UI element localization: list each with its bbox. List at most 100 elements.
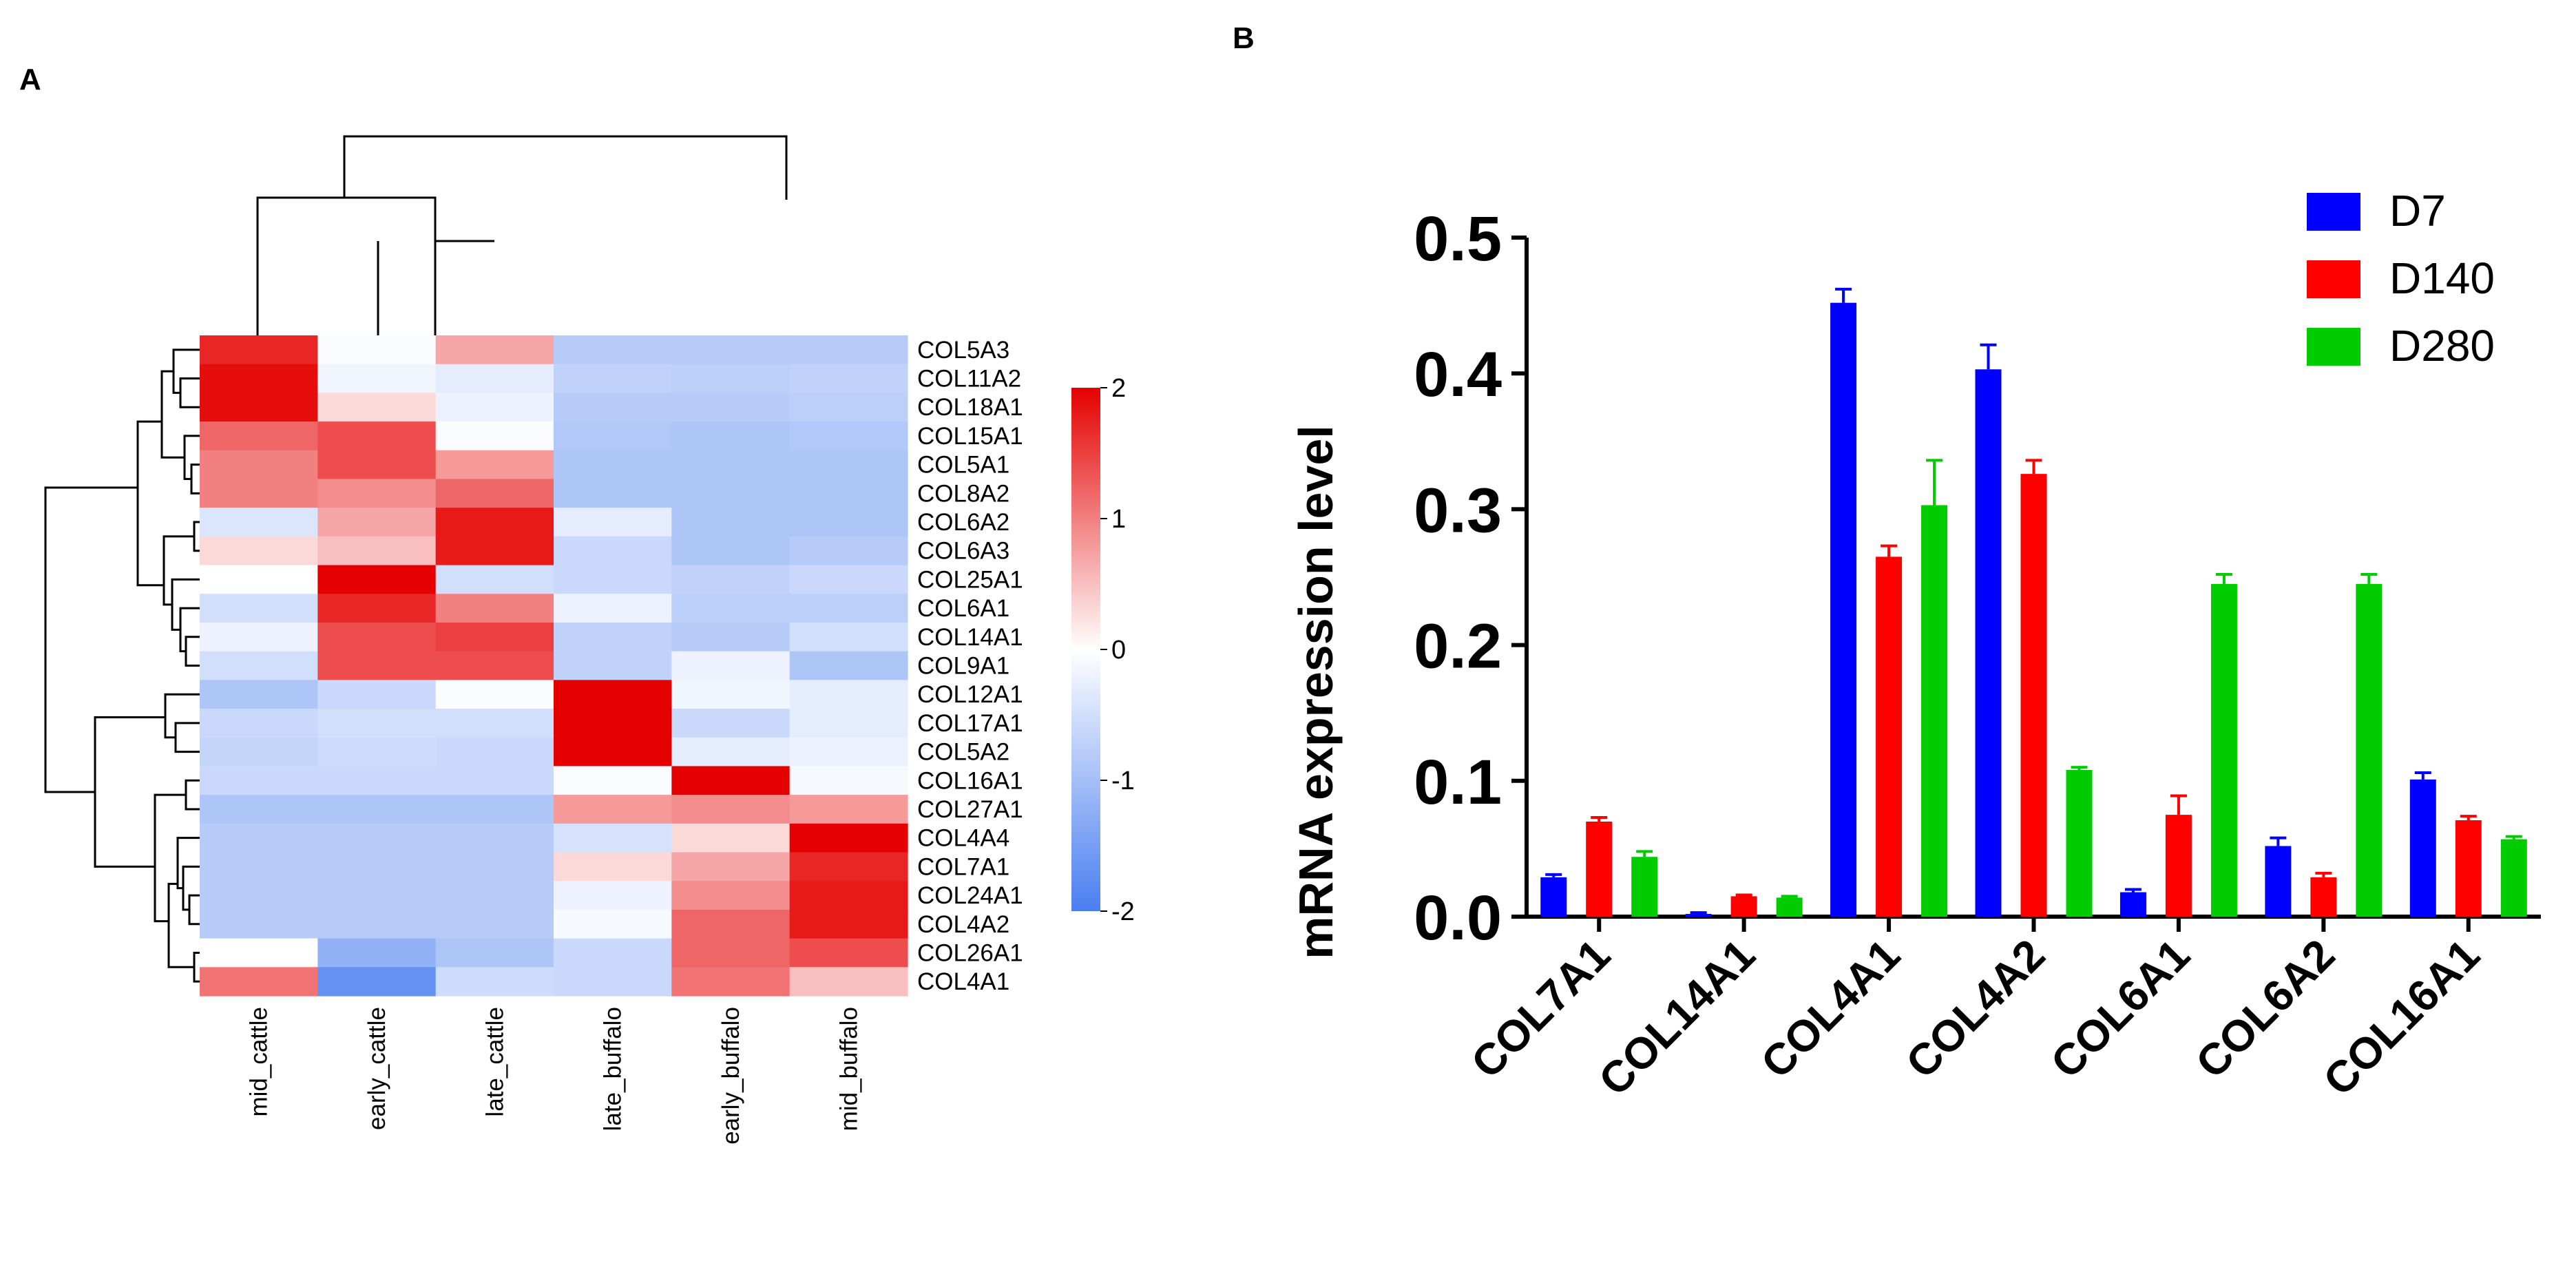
bar-x-ticks: COL7A1COL14A1COL4A1COL4A2COL6A1COL6A2COL… <box>1462 917 2489 1105</box>
row-dendrogram-branch <box>174 722 200 753</box>
bar-d7-col16a1 <box>2409 779 2436 917</box>
heatmap-cell-col5a2-late-buffalo <box>554 737 672 767</box>
bar-x-tick-label: COL14A1 <box>1589 930 1765 1105</box>
heatmap-cell-col8a2-late-cattle <box>435 479 554 508</box>
colorbar-tick-label: -1 <box>1111 767 1135 795</box>
heatmap-column-label: mid_buffalo <box>835 1007 862 1131</box>
heatmap-cell-col5a3-mid-cattle <box>200 335 318 365</box>
heatmap-cell-col27a1-mid-buffalo <box>789 795 908 824</box>
heatmap-cell-col4a1-early-buffalo <box>671 967 790 997</box>
bar-d140-col4a2 <box>2020 474 2047 917</box>
heatmap-cell-col6a2-mid-cattle <box>200 508 318 537</box>
heatmap-cell-col24a1-mid-buffalo <box>789 881 908 910</box>
row-dendrogram-branch <box>193 521 200 552</box>
heatmap-cell-col6a1-late-buffalo <box>554 594 672 623</box>
bar-d140-col6a2 <box>2310 877 2337 917</box>
heatmap-cell-col17a1-early-cattle <box>317 709 437 738</box>
heatmap-cell-col17a1-late-cattle <box>435 709 554 738</box>
heatmap-row-label: COL15A1 <box>917 423 1023 450</box>
heatmap-cell-col4a4-early-buffalo <box>671 823 790 853</box>
heatmap-cell-col9a1-late-cattle <box>435 651 554 680</box>
legend-swatch-d280 <box>2307 328 2360 366</box>
heatmap-cell-col26a1-early-buffalo <box>671 938 790 968</box>
heatmap-cell-col6a2-early-cattle <box>317 508 437 537</box>
heatmap-cell-col25a1-mid-cattle <box>200 565 318 594</box>
heatmap-cell-col14a1-late-buffalo <box>554 622 672 652</box>
heatmap-cell-col11a2-early-buffalo <box>671 364 790 393</box>
heatmap-row-label: COL6A2 <box>917 509 1009 536</box>
heatmap-cell-col24a1-late-buffalo <box>554 881 672 910</box>
heatmap-cell-col15a1-mid-cattle <box>200 421 318 451</box>
heatmap-cell-col16a1-early-buffalo <box>671 766 790 795</box>
row-dendrogram-branch <box>164 693 200 739</box>
heatmap-cell-col26a1-late-buffalo <box>554 938 672 968</box>
bar-y-axis-label: mRNA expression level <box>1289 425 1343 959</box>
bar-chart: mRNA expression level 0.0 0.1 0.2 0.3 0.4 0.5… <box>1289 186 2541 1105</box>
bar-x-tick-label: COL6A1 <box>2041 930 2199 1087</box>
heatmap-cell-col4a2-late-cattle <box>435 909 554 939</box>
heatmap-cell-col18a1-early-cattle <box>317 393 437 422</box>
bar-y-tick-label: 0.1 <box>1414 747 1502 817</box>
heatmap-cell-col5a1-late-cattle <box>435 450 554 480</box>
heatmap-cell-col6a3-mid-cattle <box>200 536 318 566</box>
bar-d140-col4a1 <box>1876 556 1903 917</box>
heatmap-cell-col7a1-mid-cattle <box>200 852 318 882</box>
heatmap-cell-col7a1-late-buffalo <box>554 852 672 882</box>
heatmap-cell-col17a1-early-buffalo <box>671 709 790 738</box>
colorbar-gradient <box>1071 388 1100 911</box>
heatmap-cell-col12a1-late-buffalo <box>554 680 672 709</box>
legend-label-d280: D280 <box>2389 321 2495 371</box>
bar-y-tick-label: 0.2 <box>1414 612 1502 682</box>
heatmap-row-label: COL11A2 <box>917 366 1021 393</box>
bar-d7-col14a1 <box>1685 914 1712 917</box>
heatmap-cell-col6a2-early-buffalo <box>671 508 790 537</box>
row-dendrogram-branch <box>176 837 200 890</box>
heatmap-cell-col5a2-mid-buffalo <box>789 737 908 767</box>
bar-d140-col7a1 <box>1586 821 1613 917</box>
heatmap-cell-col8a2-late-buffalo <box>554 479 672 508</box>
heatmap-cell-col8a2-mid-buffalo <box>789 479 908 508</box>
heatmap-row-label: COL26A1 <box>917 940 1023 967</box>
bar-y-tick-label: 0.4 <box>1414 340 1502 410</box>
row-dendrogram-branch <box>160 370 185 459</box>
heatmap-cell-col5a2-mid-cattle <box>200 737 318 767</box>
heatmap-row-label: COL18A1 <box>917 394 1023 421</box>
heatmap-cell-col6a1-late-cattle <box>435 594 554 623</box>
heatmap-cell-col17a1-mid-buffalo <box>789 709 908 738</box>
heatmap-cell-col14a1-early-cattle <box>317 622 437 652</box>
heatmap-column-label: late_cattle <box>481 1007 508 1117</box>
bar-d280-col4a1 <box>1921 505 1948 917</box>
heatmap-cell-col14a1-mid-buffalo <box>789 622 908 652</box>
heatmap-cell-col8a2-early-buffalo <box>671 479 790 508</box>
legend-swatch-d140 <box>2307 260 2360 298</box>
heatmap-cell-col5a1-early-buffalo <box>671 450 790 480</box>
heatmap-row-label: COL7A1 <box>917 853 1009 880</box>
heatmap-cell-col6a1-mid-buffalo <box>789 594 908 623</box>
heatmap-cell-col11a2-early-cattle <box>317 364 437 393</box>
bar-d280-col16a1 <box>2500 839 2527 917</box>
colorbar-tick-label: 1 <box>1111 505 1126 534</box>
bar-d7-col7a1 <box>1540 877 1567 917</box>
heatmap-cell-col8a2-early-cattle <box>317 479 437 508</box>
heatmap-column-label: early_buffalo <box>718 1007 744 1145</box>
heatmap-cell-col4a1-mid-cattle <box>200 967 318 997</box>
heatmap-cell-col26a1-early-cattle <box>317 938 437 968</box>
heatmap-cell-col16a1-late-cattle <box>435 766 554 795</box>
heatmap-cell-col4a1-mid-buffalo <box>789 967 908 997</box>
heatmap-cell-col11a2-mid-cattle <box>200 364 318 393</box>
heatmap-row-label: COL6A1 <box>917 595 1009 622</box>
heatmap-cell-col4a1-early-cattle <box>317 967 437 997</box>
heatmap-cell-col26a1-late-cattle <box>435 938 554 968</box>
heatmap-cell-col16a1-early-cattle <box>317 766 437 795</box>
heatmap-cell-col5a3-early-buffalo <box>671 335 790 365</box>
heatmap-cell-col26a1-mid-cattle <box>200 938 318 968</box>
bar-marks <box>1540 287 2527 917</box>
heatmap-row-label: COL16A1 <box>917 767 1023 794</box>
heatmap-cell-col24a1-late-cattle <box>435 881 554 910</box>
heatmap-cell-col15a1-early-cattle <box>317 421 437 451</box>
heatmap-cell-col4a2-early-cattle <box>317 909 437 939</box>
heatmap-cell-col5a3-mid-buffalo <box>789 335 908 365</box>
bar-y-ticks: 0.0 0.1 0.2 0.3 0.4 0.5 <box>1414 204 1527 953</box>
row-dendrogram-branch <box>185 779 200 811</box>
heatmap-row-label: COL4A4 <box>917 825 1009 852</box>
